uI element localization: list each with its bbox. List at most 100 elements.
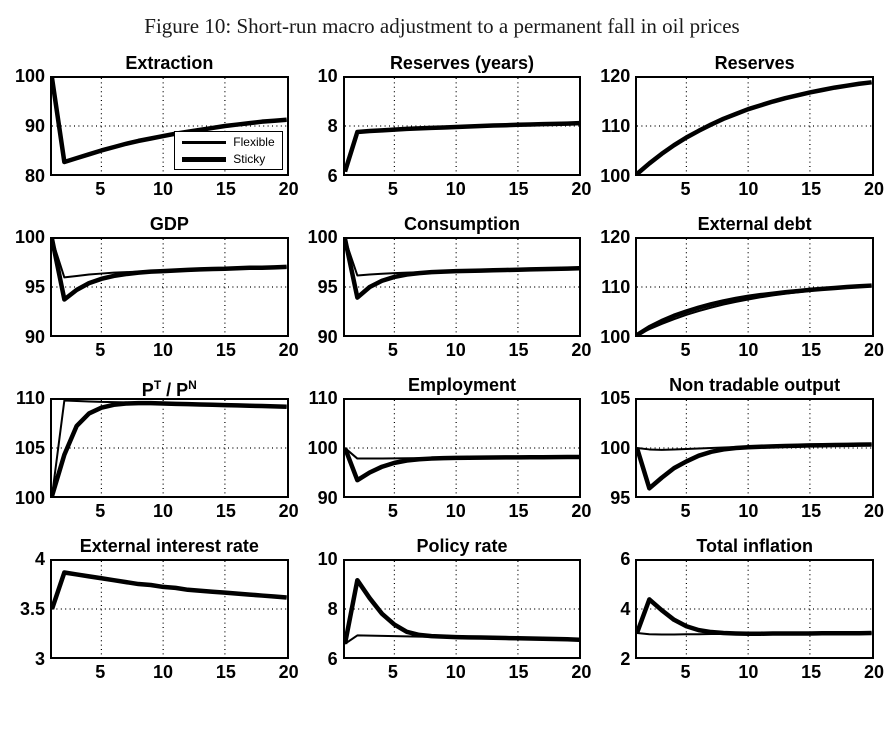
chart-title: GDP	[149, 214, 189, 234]
x-axis-tick-labels: 5 10 15 20	[343, 498, 591, 525]
x-tick-label: 5	[680, 179, 691, 199]
plot-area	[635, 398, 874, 498]
subplot-total-inflation: Total inflation 2 4 6 5 10 15 20	[589, 534, 884, 686]
legend: Flexible Sticky	[174, 131, 283, 170]
x-axis-tick-labels: 5 10 15 20	[635, 176, 884, 203]
subplot-employment: Employment 90 100 110 5 10 15 20	[297, 373, 592, 525]
x-tick-label: 20	[278, 501, 299, 521]
chart-title: Consumption	[404, 214, 520, 234]
x-axis-tick-labels: 5 10 15 20	[50, 498, 298, 525]
x-tick-label: 15	[508, 662, 529, 682]
y-tick-label: 2	[620, 649, 631, 669]
x-tick-label: 5	[95, 340, 106, 360]
x-tick-label: 20	[278, 662, 299, 682]
y-axis-tick-labels: 80 90 100	[4, 67, 50, 185]
series-flexible-line	[52, 239, 287, 277]
plot-wrap: 6 8 10	[297, 67, 582, 185]
plot-wrap: 80 90 100 Flexible Sticky	[4, 67, 289, 185]
x-tick-label: 20	[571, 662, 592, 682]
series-sticky-line	[637, 82, 872, 174]
series-flexible-line	[52, 573, 287, 609]
x-tick-label: 5	[387, 501, 398, 521]
legend-item-flexible: Flexible	[182, 135, 275, 149]
y-tick-label: 120	[600, 66, 631, 86]
series-flexible-line	[52, 78, 287, 162]
chart-title: Reserves (years)	[389, 53, 535, 73]
legend-item-sticky: Sticky	[182, 153, 274, 165]
subplot-consumption: Consumption 90 95 100 5 10 15 20	[297, 212, 592, 364]
x-tick-label: 20	[278, 340, 299, 360]
y-tick-label: 95	[610, 488, 631, 508]
legend-line-sample	[182, 156, 227, 162]
series-flexible-line	[637, 444, 872, 449]
x-tick-label: 20	[571, 340, 592, 360]
y-tick-label: 120	[600, 227, 631, 247]
chart-title: Total inflation	[696, 536, 813, 556]
subplot-gdp: GDP 90 95 100 5 10 15 20	[4, 212, 299, 364]
x-tick-label: 15	[215, 662, 236, 682]
chart-title: Extraction	[125, 53, 214, 73]
y-tick-label: 8	[327, 116, 338, 136]
subplot-reserves: Reserves 100 110 120 5 10 15 20	[589, 51, 884, 203]
x-axis-tick-labels: 5 10 15 20	[635, 659, 884, 686]
series-sticky-line	[637, 444, 872, 488]
x-tick-label: 20	[571, 501, 592, 521]
chart-title: External interest rate	[79, 536, 259, 556]
chart-title: Non tradable output	[669, 375, 841, 395]
y-tick-label: 100	[14, 227, 45, 247]
chart-title: Reserves	[714, 53, 795, 73]
y-axis-tick-labels: 100 105 110	[4, 389, 50, 507]
x-tick-label: 10	[445, 179, 466, 199]
y-tick-label: 100	[600, 327, 631, 347]
chart-title: PT / PN	[141, 378, 197, 400]
x-tick-label: 15	[801, 501, 822, 521]
x-tick-label: 10	[153, 340, 174, 360]
y-tick-label: 6	[327, 166, 338, 186]
legend-label: Flexible	[233, 135, 275, 149]
y-tick-label: 105	[14, 438, 45, 458]
x-tick-label: 5	[680, 501, 691, 521]
y-tick-label: 10	[317, 549, 338, 569]
x-axis-tick-labels: 5 10 15 20	[50, 176, 298, 203]
figure-title: Figure 10: Short-run macro adjustment to…	[144, 14, 740, 38]
y-tick-label: 95	[317, 277, 338, 297]
y-axis-tick-labels: 90 95 100	[297, 228, 343, 346]
legend-label: Sticky	[233, 152, 266, 166]
subplot-external-debt: External debt 100 110 120 5 10 15 20	[589, 212, 884, 364]
series-sticky-line	[637, 286, 872, 335]
x-tick-label: 10	[738, 179, 759, 199]
plot-wrap: 2 4 6	[589, 550, 874, 668]
subplot-external-interest-rate: External interest rate 3 3.5 4 5 10 15 20	[4, 534, 299, 686]
subplot-non-tradable-output: Non tradable output 95 100 105 5 10 15 20	[589, 373, 884, 525]
y-tick-label: 110	[15, 388, 45, 408]
y-axis-tick-labels: 2 4 6	[589, 550, 635, 668]
series-sticky-line	[52, 403, 287, 496]
series-sticky-line	[52, 239, 287, 299]
x-tick-label: 15	[215, 179, 236, 199]
plot-area	[635, 76, 874, 176]
series-flexible-line	[345, 239, 580, 275]
chart-title: Policy rate	[416, 536, 508, 556]
y-axis-tick-labels: 3 3.5 4	[4, 550, 50, 668]
x-axis-tick-labels: 5 10 15 20	[343, 337, 591, 364]
x-axis-tick-labels: 5 10 15 20	[343, 659, 591, 686]
plot-area	[50, 398, 289, 498]
y-tick-label: 90	[317, 488, 338, 508]
chart-canvas	[345, 561, 580, 657]
x-tick-label: 10	[153, 501, 174, 521]
y-tick-label: 90	[317, 327, 338, 347]
x-tick-label: 10	[738, 662, 759, 682]
plot-wrap: 100 105 110	[4, 389, 289, 507]
y-tick-label: 110	[601, 116, 631, 136]
x-tick-label: 15	[215, 501, 236, 521]
x-tick-label: 5	[387, 179, 398, 199]
charts-grid: Extraction 80 90 100 Flexible Sticky 5 10 15 20 Re…	[0, 47, 884, 686]
x-tick-label: 10	[445, 340, 466, 360]
y-axis-tick-labels: 100 110 120	[589, 67, 635, 185]
y-tick-label: 4	[620, 599, 631, 619]
plot-area	[50, 559, 289, 659]
plot-wrap: 3 3.5 4	[4, 550, 289, 668]
subplot-reserves-years: Reserves (years) 6 8 10 5 10 15 20	[297, 51, 592, 203]
x-tick-label: 5	[95, 662, 106, 682]
series-sticky-line	[52, 573, 287, 609]
